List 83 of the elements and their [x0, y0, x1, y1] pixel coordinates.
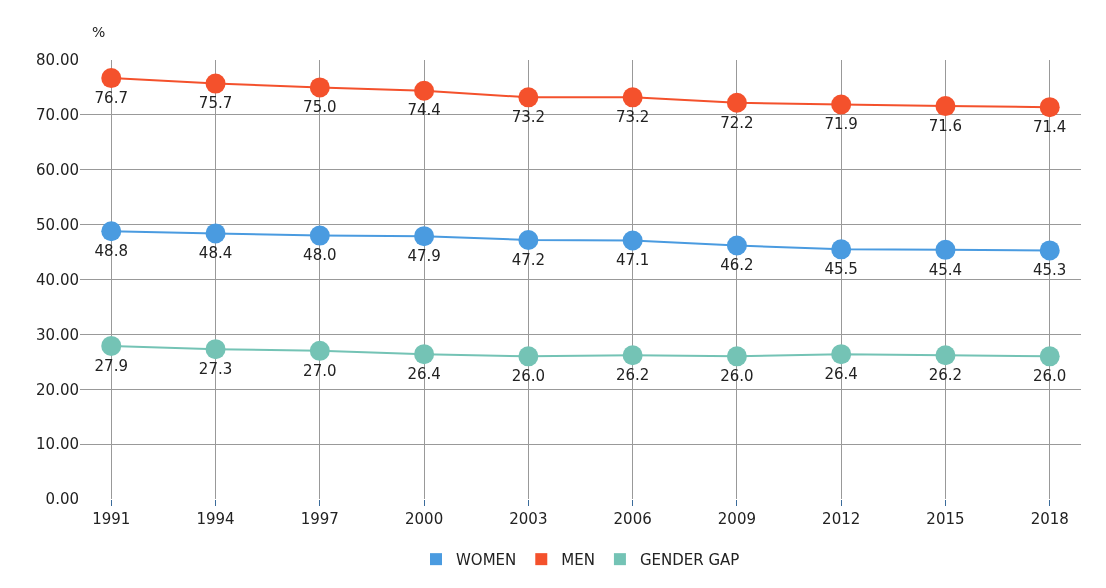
point	[622, 345, 643, 366]
point	[414, 80, 435, 101]
y-tick-label: 20.00	[36, 380, 79, 399]
point	[831, 94, 852, 115]
point	[518, 87, 539, 108]
data-label: 47.9	[407, 246, 441, 265]
point	[935, 239, 956, 260]
y-tick-label: 50.00	[36, 215, 79, 234]
point	[101, 335, 122, 356]
point	[1039, 97, 1060, 118]
y-tick-label: 0.00	[45, 490, 79, 509]
x-tick-label: 2000	[405, 510, 444, 528]
data-label: 26.0	[511, 367, 546, 386]
point	[205, 73, 226, 94]
y-axis-title: %	[92, 24, 106, 40]
point	[414, 226, 435, 247]
data-label: 74.4	[407, 101, 441, 120]
point	[726, 92, 747, 113]
data-label: 72.2	[720, 113, 754, 132]
data-label: 45.5	[824, 260, 858, 279]
legend-label: WOMEN	[456, 551, 517, 569]
point	[309, 340, 330, 361]
y-tick-label: 70.00	[36, 106, 79, 125]
point	[101, 68, 122, 89]
point	[1039, 240, 1060, 261]
point	[414, 344, 435, 365]
data-label: 27.0	[303, 361, 337, 380]
data-label: 45.4	[928, 260, 963, 279]
point	[205, 339, 226, 360]
y-tick-label: 60.00	[36, 161, 79, 179]
point	[309, 77, 330, 98]
data-label: 73.2	[511, 108, 546, 127]
data-label: 26.0	[720, 367, 754, 386]
point	[518, 229, 539, 250]
data-label: 71.4	[1033, 117, 1067, 136]
y-tick-label: 80.00	[36, 51, 79, 70]
data-label: 26.4	[407, 364, 441, 383]
point	[1039, 346, 1060, 367]
point	[726, 235, 747, 256]
x-tick-label: 2012	[822, 510, 861, 528]
x-tick-label: 1994	[196, 510, 235, 528]
x-tick-label: 2018	[1030, 510, 1069, 528]
data-label: 26.4	[824, 364, 858, 383]
data-label: 46.2	[720, 256, 754, 275]
data-label: 27.3	[198, 359, 233, 378]
point	[726, 346, 747, 367]
point	[518, 346, 539, 367]
point	[205, 223, 226, 244]
x-tick-label: 1991	[92, 510, 131, 528]
data-label: 26.0	[1033, 367, 1067, 386]
data-label: 48.4	[198, 244, 233, 263]
data-label: 75.7	[198, 94, 233, 113]
x-tick-label: 2015	[926, 510, 965, 528]
data-label: 73.2	[615, 108, 650, 127]
data-label: 71.9	[824, 115, 858, 134]
point	[831, 239, 852, 260]
data-label: 48.0	[303, 246, 337, 265]
data-label: 71.6	[928, 116, 963, 135]
point	[101, 221, 122, 242]
x-tick-label: 2009	[717, 510, 756, 528]
y-tick-label: 10.00	[36, 435, 79, 454]
point	[622, 230, 643, 251]
x-tick-label: 1997	[300, 510, 339, 528]
data-label: 76.7	[94, 88, 128, 107]
legend-label: GENDER GAP	[639, 551, 740, 569]
x-tick-label: 2003	[509, 510, 548, 528]
x-tick-label: 2006	[613, 510, 652, 528]
data-label: 47.2	[511, 250, 546, 269]
point	[935, 345, 956, 366]
data-label: 75.0	[303, 98, 337, 117]
data-label: 27.9	[94, 356, 128, 375]
legend-label: MEN	[561, 551, 595, 569]
point	[935, 96, 956, 117]
y-tick-label: 30.00	[36, 325, 79, 344]
data-label: 48.8	[94, 241, 128, 260]
data-label: 47.1	[615, 251, 650, 270]
data-label: 26.2	[615, 365, 650, 384]
data-label: 45.3	[1033, 261, 1067, 280]
point	[309, 225, 330, 246]
point	[831, 344, 852, 365]
data-label: 26.2	[928, 365, 963, 384]
y-tick-label: 40.00	[36, 270, 79, 289]
point	[622, 87, 643, 108]
